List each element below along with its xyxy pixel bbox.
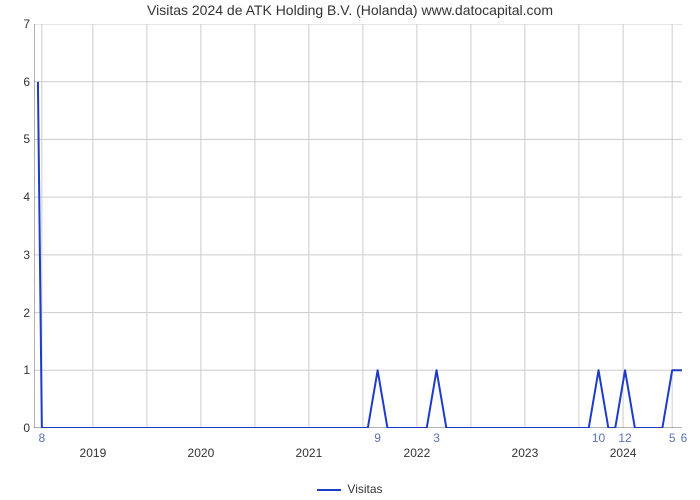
bottom-annotation: 8 <box>39 431 46 445</box>
legend-label: Visitas <box>347 482 382 496</box>
y-tick-label: 6 <box>10 75 30 89</box>
y-tick-label: 4 <box>10 190 30 204</box>
chart-title: Visitas 2024 de ATK Holding B.V. (Holand… <box>0 2 700 18</box>
bottom-annotation: 5 <box>669 431 676 445</box>
legend: Visitas <box>0 482 700 496</box>
y-tick-label: 0 <box>10 421 30 435</box>
x-year-label: 2023 <box>512 446 539 460</box>
bottom-annotation: 9 <box>374 431 381 445</box>
y-tick-label: 2 <box>10 306 30 320</box>
x-year-label: 2024 <box>610 446 637 460</box>
bottom-annotation: 12 <box>618 431 631 445</box>
y-tick-label: 3 <box>10 248 30 262</box>
x-year-label: 2019 <box>80 446 107 460</box>
bottom-annotation: 6 <box>681 431 688 445</box>
x-year-label: 2020 <box>188 446 215 460</box>
x-year-label: 2021 <box>296 446 323 460</box>
bottom-annotation: 3 <box>433 431 440 445</box>
y-tick-label: 1 <box>10 363 30 377</box>
x-year-label: 2022 <box>404 446 431 460</box>
y-tick-label: 5 <box>10 132 30 146</box>
legend-line-icon <box>317 489 341 491</box>
bottom-annotation: 10 <box>592 431 605 445</box>
chart-plot <box>34 24 682 428</box>
y-tick-label: 7 <box>10 17 30 31</box>
